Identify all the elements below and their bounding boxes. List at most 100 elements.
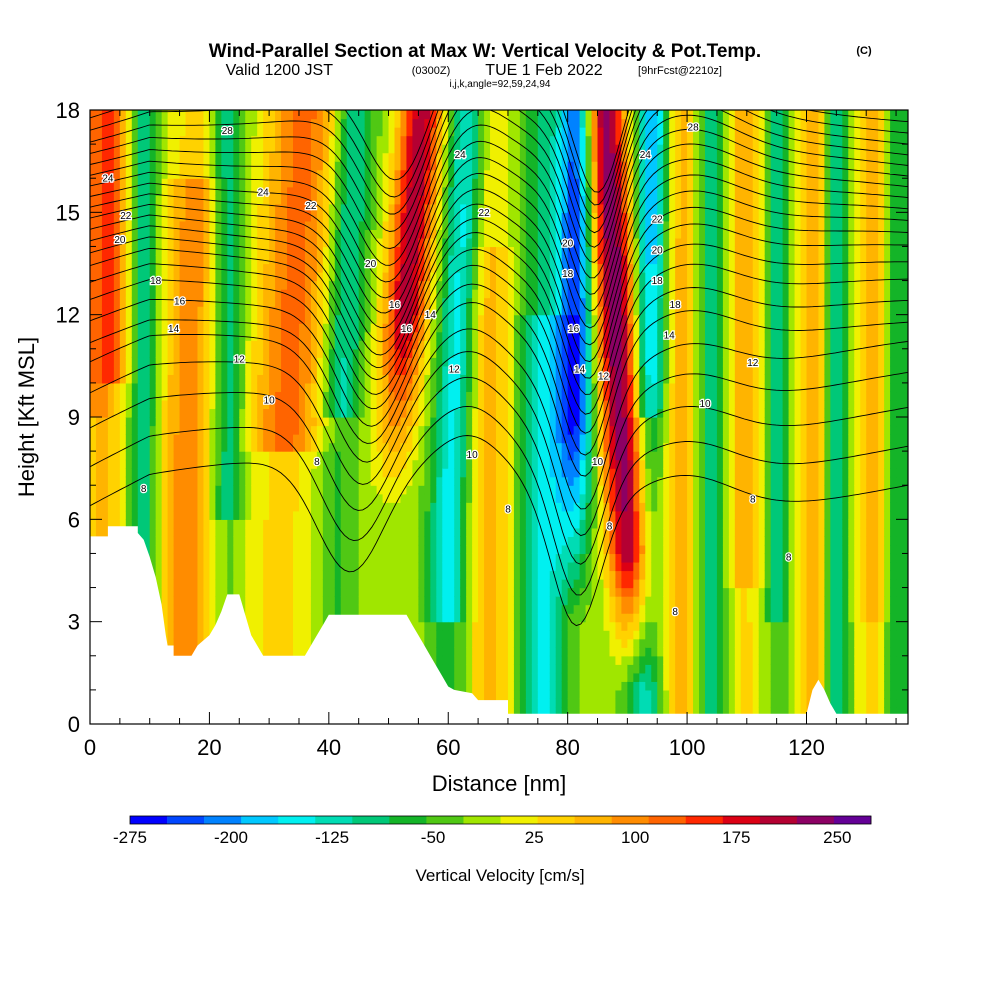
velocity-cell: [227, 510, 234, 520]
velocity-cell: [167, 544, 175, 555]
velocity-cell: [484, 118, 491, 128]
velocity-cell: [406, 169, 414, 179]
velocity-cell: [239, 596, 246, 606]
velocity-cell: [251, 544, 258, 555]
velocity-cell: [436, 621, 443, 631]
velocity-cell: [346, 306, 354, 316]
velocity-cell: [131, 468, 139, 478]
velocity-cell: [412, 519, 419, 529]
velocity-cell: [281, 152, 288, 162]
velocity-cell: [496, 382, 503, 393]
velocity-cell: [293, 630, 300, 640]
velocity-cell: [370, 596, 378, 606]
velocity-cell: [185, 306, 193, 316]
velocity-cell: [179, 536, 187, 546]
velocity-cell: [131, 399, 139, 410]
velocity-cell: [221, 476, 228, 486]
velocity-cell: [376, 229, 384, 239]
velocity-cell: [472, 596, 479, 606]
velocity-cell: [107, 468, 115, 478]
velocity-cell: [227, 553, 234, 563]
velocity-cell: [275, 544, 282, 555]
velocity-cell: [334, 561, 342, 572]
velocity-cell: [155, 246, 163, 256]
velocity-cell: [334, 186, 342, 196]
velocity-cell: [454, 229, 461, 239]
velocity-cell: [209, 596, 216, 606]
velocity-cell: [215, 314, 222, 324]
velocity-cell: [310, 110, 318, 120]
velocity-cell: [478, 357, 485, 367]
velocity-cell: [161, 203, 169, 213]
velocity-cell: [358, 408, 366, 418]
velocity-cell: [400, 536, 408, 546]
velocity-cell: [460, 237, 467, 248]
velocity-cell: [364, 442, 372, 452]
velocity-cell: [460, 417, 467, 427]
velocity-cell: [293, 186, 300, 196]
velocity-cell: [334, 297, 342, 307]
velocity-cell: [358, 340, 366, 350]
velocity-cell: [316, 459, 324, 469]
velocity-cell: [197, 161, 205, 171]
velocity-cell: [227, 246, 234, 256]
velocity-cell: [263, 144, 270, 154]
velocity-cell: [221, 382, 228, 393]
velocity-cell: [382, 502, 390, 512]
velocity-cell: [125, 348, 133, 358]
velocity-cell: [328, 476, 336, 486]
velocity-cell: [119, 340, 127, 350]
velocity-cell: [257, 434, 264, 444]
velocity-cell: [412, 110, 419, 120]
velocity-cell: [501, 536, 509, 546]
velocity-cell: [143, 186, 151, 196]
velocity-cell: [215, 152, 222, 162]
velocity-cell: [358, 485, 366, 495]
velocity-cell: [221, 451, 228, 461]
velocity-cell: [137, 348, 145, 358]
velocity-cell: [484, 476, 491, 486]
velocity-cell: [436, 417, 443, 427]
velocity-cell: [185, 110, 193, 120]
velocity-cell: [167, 587, 175, 597]
velocity-cell: [155, 280, 163, 290]
velocity-cell: [119, 186, 127, 196]
velocity-cell: [203, 468, 211, 478]
velocity-cell: [310, 613, 318, 623]
velocity-cell: [496, 417, 503, 427]
velocity-cell: [454, 399, 461, 410]
velocity-cell: [322, 459, 330, 469]
velocity-cell: [119, 169, 127, 179]
velocity-cell: [472, 178, 479, 188]
velocity-cell: [496, 365, 503, 375]
velocity-cell: [340, 220, 348, 230]
velocity-cell: [245, 519, 252, 529]
velocity-cell: [95, 323, 103, 333]
velocity-cell: [358, 306, 366, 316]
velocity-cell: [466, 263, 473, 273]
velocity-cell: [430, 306, 437, 316]
velocity-cell: [191, 561, 199, 572]
velocity-cell: [131, 493, 139, 503]
velocity-cell: [310, 604, 318, 614]
velocity-cell: [269, 451, 276, 461]
velocity-cell: [448, 220, 455, 230]
velocity-cell: [346, 229, 354, 239]
velocity-cell: [334, 536, 342, 546]
velocity-cell: [388, 263, 396, 273]
velocity-cell: [287, 127, 294, 137]
velocity-cell: [454, 596, 461, 606]
velocity-cell: [197, 561, 205, 572]
velocity-cell: [352, 519, 360, 529]
velocity-cell: [113, 434, 121, 444]
velocity-cell: [203, 553, 211, 563]
velocity-cell: [394, 331, 402, 341]
velocity-cell: [466, 544, 473, 555]
velocity-cell: [90, 399, 97, 410]
velocity-cell: [418, 263, 425, 273]
velocity-cell: [203, 544, 211, 555]
velocity-cell: [346, 502, 354, 512]
velocity-cell: [245, 561, 252, 572]
velocity-cell: [227, 442, 234, 452]
velocity-cell: [173, 348, 181, 358]
